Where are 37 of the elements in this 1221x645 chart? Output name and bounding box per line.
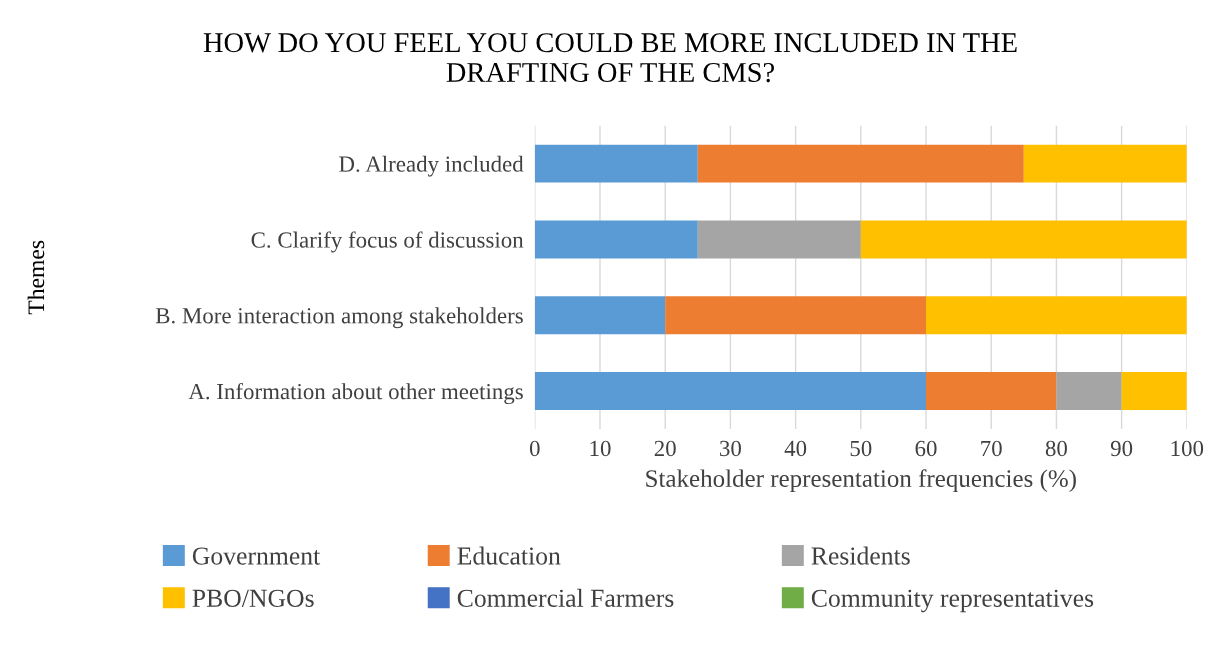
x-axis-title: Stakeholder representation frequencies (%) <box>646 469 1076 493</box>
y-tick-label: B. More interaction among stakeholders <box>155 307 523 329</box>
x-tick-label: 100 <box>1171 440 1204 457</box>
x-tick-label: 0 <box>529 440 540 457</box>
bar <box>534 296 666 335</box>
y-axis-title: Themes <box>27 240 45 315</box>
y-tick-label: A. Information about other meetings <box>188 382 523 405</box>
bar <box>534 372 927 410</box>
x-tick-label: 10 <box>590 440 611 457</box>
x-tick-label: 70 <box>981 440 1002 457</box>
x-tick-label: 50 <box>850 440 872 457</box>
y-tick-label: C. Clarify focus of discussion <box>251 231 524 253</box>
x-tick-label: 90 <box>1110 440 1133 457</box>
x-tick-label: 40 <box>784 440 807 457</box>
legend-label: Education <box>457 546 561 565</box>
bar <box>534 144 698 183</box>
x-tick-label: 80 <box>1045 440 1067 457</box>
bar <box>1056 372 1122 410</box>
legend-label: Government <box>192 547 321 565</box>
legend-label: Commercial Farmers <box>457 588 674 607</box>
legend-label: Community representatives <box>811 589 1094 613</box>
y-tick-label: D. Already included <box>339 155 524 177</box>
bar <box>1023 144 1187 183</box>
bar <box>697 144 1024 183</box>
bar <box>860 220 1187 259</box>
bar <box>665 296 927 335</box>
x-tick-label: 60 <box>915 440 937 457</box>
bar <box>926 372 1057 410</box>
bar <box>1121 372 1187 410</box>
bar <box>697 220 861 259</box>
chart-title: HOW DO YOU FEEL YOU COULD BE MORE INCLUDED IN THE DRAFTING OF THE CMS? <box>203 33 1017 83</box>
legend-label: Residents <box>811 546 910 565</box>
legend-label: PBO/NGOs <box>192 589 314 607</box>
x-tick-label: 20 <box>654 440 676 457</box>
x-tick-label: 30 <box>720 440 741 457</box>
bar <box>926 296 1187 335</box>
bar <box>534 220 698 259</box>
